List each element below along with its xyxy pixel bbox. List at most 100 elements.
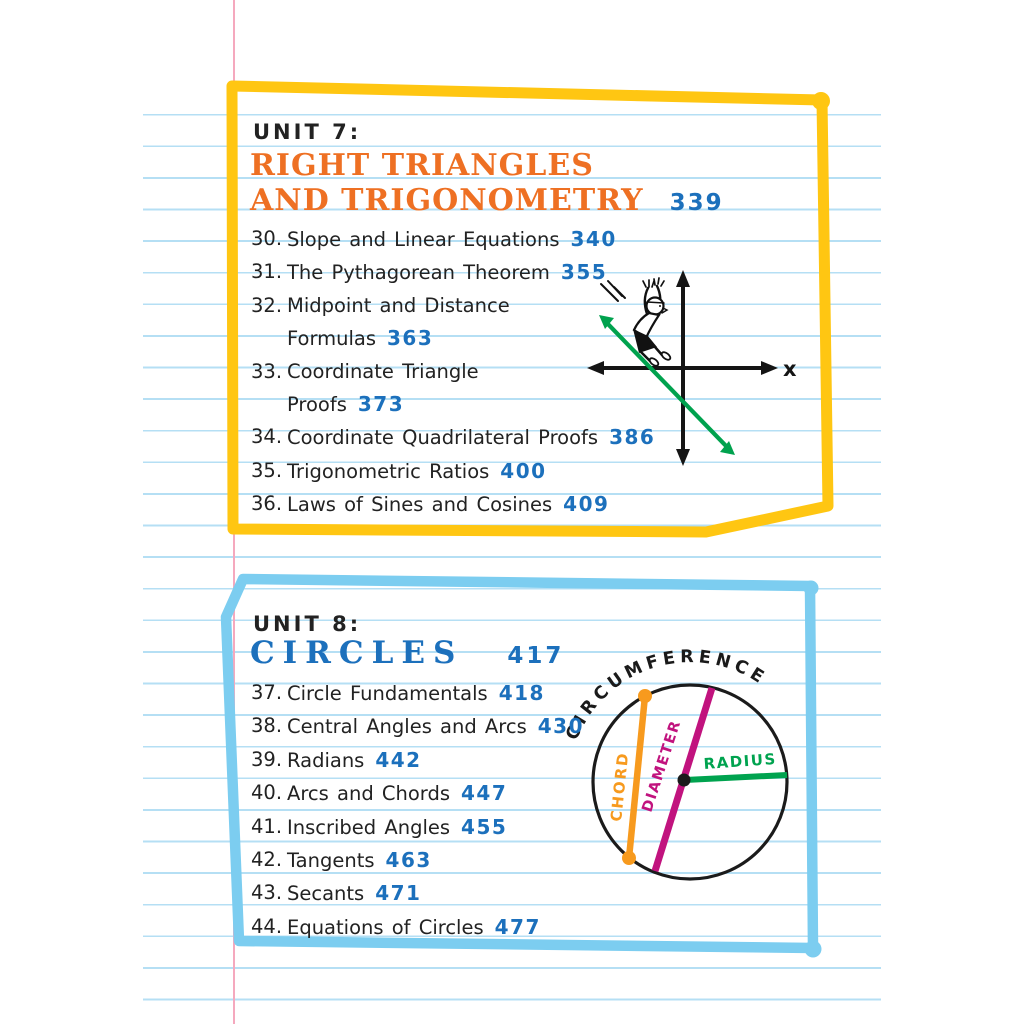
- chapter-number: 42.: [251, 848, 283, 872]
- unit8-title: CIRCLES 417: [250, 636, 564, 674]
- chapter-page-number: 340: [570, 227, 617, 251]
- chapter-title-text: The Pythagorean Theorem: [287, 261, 550, 285]
- sliding-figure-illustration: [600, 277, 672, 367]
- toc-entry: 42. Tangents 463: [251, 844, 584, 877]
- chapter-title: Trigonometric Ratios 400: [287, 455, 655, 488]
- toc-entry: 40. Arcs and Chords 447: [251, 777, 584, 810]
- toc-entry: 30. Slope and Linear Equations 340: [251, 223, 655, 256]
- radius-label: RADIUS: [703, 750, 777, 773]
- axis-arrow-right: [761, 361, 778, 375]
- unit8-title-line1: CIRCLES: [250, 635, 464, 671]
- chapter-title-text: Proofs: [287, 393, 347, 417]
- slope-line: [599, 315, 735, 455]
- toc-entry: 35. Trigonometric Ratios 400: [251, 455, 655, 488]
- chapter-title: Arcs and Chords 447: [287, 777, 584, 810]
- chapter-title-text: Slope and Linear Equations: [287, 228, 560, 251]
- toc-entry: 41. Inscribed Angles 455: [251, 811, 584, 844]
- chapter-title-line: Formulas 363: [287, 322, 655, 355]
- circle-outline: [591, 683, 789, 881]
- chapter-title: Radians 442: [287, 744, 584, 777]
- chapter-title-line: Secants 471: [287, 877, 584, 910]
- toc-entry: 32. Midpoint and Distance Formulas 363: [251, 290, 655, 356]
- chord-line: [622, 689, 652, 865]
- unit7-title: RIGHT TRIANGLES AND TRIGONOMETRY 339: [250, 148, 724, 221]
- chapter-title: Secants 471: [287, 877, 584, 910]
- chapter-title-line: Circle Fundamentals 418: [287, 677, 584, 710]
- chapter-number: 34.: [251, 425, 283, 449]
- unit7-label: UNIT 7:: [253, 120, 362, 144]
- toc-entry: 43. Secants 471: [251, 877, 584, 910]
- chapter-title-text: Circle Fundamentals: [287, 682, 488, 705]
- unit8-chapter-list: 37. Circle Fundamentals 418 38. Central A…: [251, 677, 584, 944]
- chapter-title-line: Slope and Linear Equations 340: [287, 223, 655, 256]
- chapter-title-text: Coordinate Triangle: [287, 359, 479, 383]
- chapter-title: Equations of Circles 477: [287, 911, 584, 944]
- chapter-title-line: Inscribed Angles 455: [287, 811, 584, 844]
- frame-corner-dot: [804, 940, 822, 958]
- chapter-title-text: Arcs and Chords: [287, 782, 451, 806]
- toc-entry: 33. Coordinate Triangle Proofs 373: [251, 356, 655, 422]
- chapter-title-line: Laws of Sines and Cosines 409: [287, 488, 655, 521]
- chapter-number: 41.: [251, 814, 283, 838]
- chapter-page-number: 471: [375, 881, 422, 906]
- chapter-page-number: 400: [500, 458, 547, 483]
- chapter-number: 40.: [251, 781, 283, 805]
- chapter-page-number: 355: [560, 260, 608, 285]
- chapter-title-line: Tangents 463: [287, 844, 584, 877]
- chapter-title-text: Equations of Circles: [287, 915, 484, 939]
- unit7-frame: [226, 80, 834, 538]
- center-point: [677, 773, 691, 787]
- chapter-page-number: 409: [563, 492, 610, 517]
- toc-entry: 38. Central Angles and Arcs 430: [251, 710, 584, 743]
- chapter-page-number: 442: [375, 747, 422, 772]
- chapter-number: 36.: [251, 492, 283, 516]
- chapter-number: 39.: [251, 747, 283, 771]
- chapter-title: Slope and Linear Equations 340: [287, 223, 655, 256]
- chapter-title-line: Radians 442: [287, 744, 584, 777]
- ruled-lines: [143, 84, 881, 1024]
- chord-label: CHORD: [607, 751, 632, 823]
- toc-entry: 44. Equations of Circles 477: [251, 911, 584, 944]
- chapter-number: 43.: [251, 881, 283, 905]
- chapter-number: 30.: [251, 227, 283, 250]
- chapter-title-text: Formulas: [287, 327, 377, 351]
- chapter-title-text: Secants: [287, 882, 365, 906]
- chapter-title-line: Trigonometric Ratios 400: [287, 455, 655, 488]
- unit7-page-number: 339: [669, 190, 724, 216]
- chapter-title-text: Laws of Sines and Cosines: [287, 493, 553, 517]
- chapter-number: 37.: [251, 681, 283, 704]
- chapter-title: Circle Fundamentals 418: [287, 677, 584, 710]
- chapter-title-text: Central Angles and Arcs: [287, 715, 527, 739]
- chapter-title-line: Equations of Circles 477: [287, 911, 584, 944]
- radius-line: [684, 772, 788, 783]
- circle-diagram: CIRCUMFERENCE CHORD DIAMETER RADIUS: [562, 647, 789, 881]
- x-axis-label: x: [783, 357, 797, 381]
- chapter-number: 31.: [251, 260, 283, 284]
- frame-corner-dot: [812, 92, 830, 110]
- unit7-title-line2: AND TRIGONOMETRY 339: [250, 183, 724, 218]
- chapter-title-text: Midpoint and Distance: [287, 293, 510, 317]
- chapter-title: Central Angles and Arcs 430: [287, 710, 584, 743]
- chapter-page-number: 463: [385, 848, 432, 873]
- chapter-page-number: 363: [387, 326, 434, 351]
- chapter-title: Coordinate Triangle Proofs 373: [287, 356, 655, 422]
- chapter-number: 33.: [251, 359, 283, 383]
- chapter-page-number: 418: [498, 681, 545, 705]
- axis-arrow-down: [676, 449, 690, 466]
- chapter-title-line: Proofs 373: [287, 388, 655, 421]
- chapter-page-number: 477: [494, 914, 541, 939]
- unit8-label: UNIT 8:: [253, 612, 362, 636]
- chapter-title-line: Central Angles and Arcs 430: [287, 710, 584, 743]
- unit8-page-number: 417: [507, 643, 565, 669]
- chapter-title-line: Arcs and Chords 447: [287, 777, 584, 810]
- chapter-title-line: Coordinate Quadrilateral Proofs 386: [287, 421, 655, 454]
- chapter-page-number: 373: [357, 392, 405, 417]
- chapter-number: 32.: [251, 293, 283, 317]
- unit8-frame: [220, 573, 822, 958]
- chapter-number: 44.: [251, 914, 283, 938]
- chapter-title: The Pythagorean Theorem 355: [287, 256, 655, 289]
- chapter-page-number: 430: [537, 714, 584, 739]
- unit7-title-line1: RIGHT TRIANGLES: [250, 148, 594, 183]
